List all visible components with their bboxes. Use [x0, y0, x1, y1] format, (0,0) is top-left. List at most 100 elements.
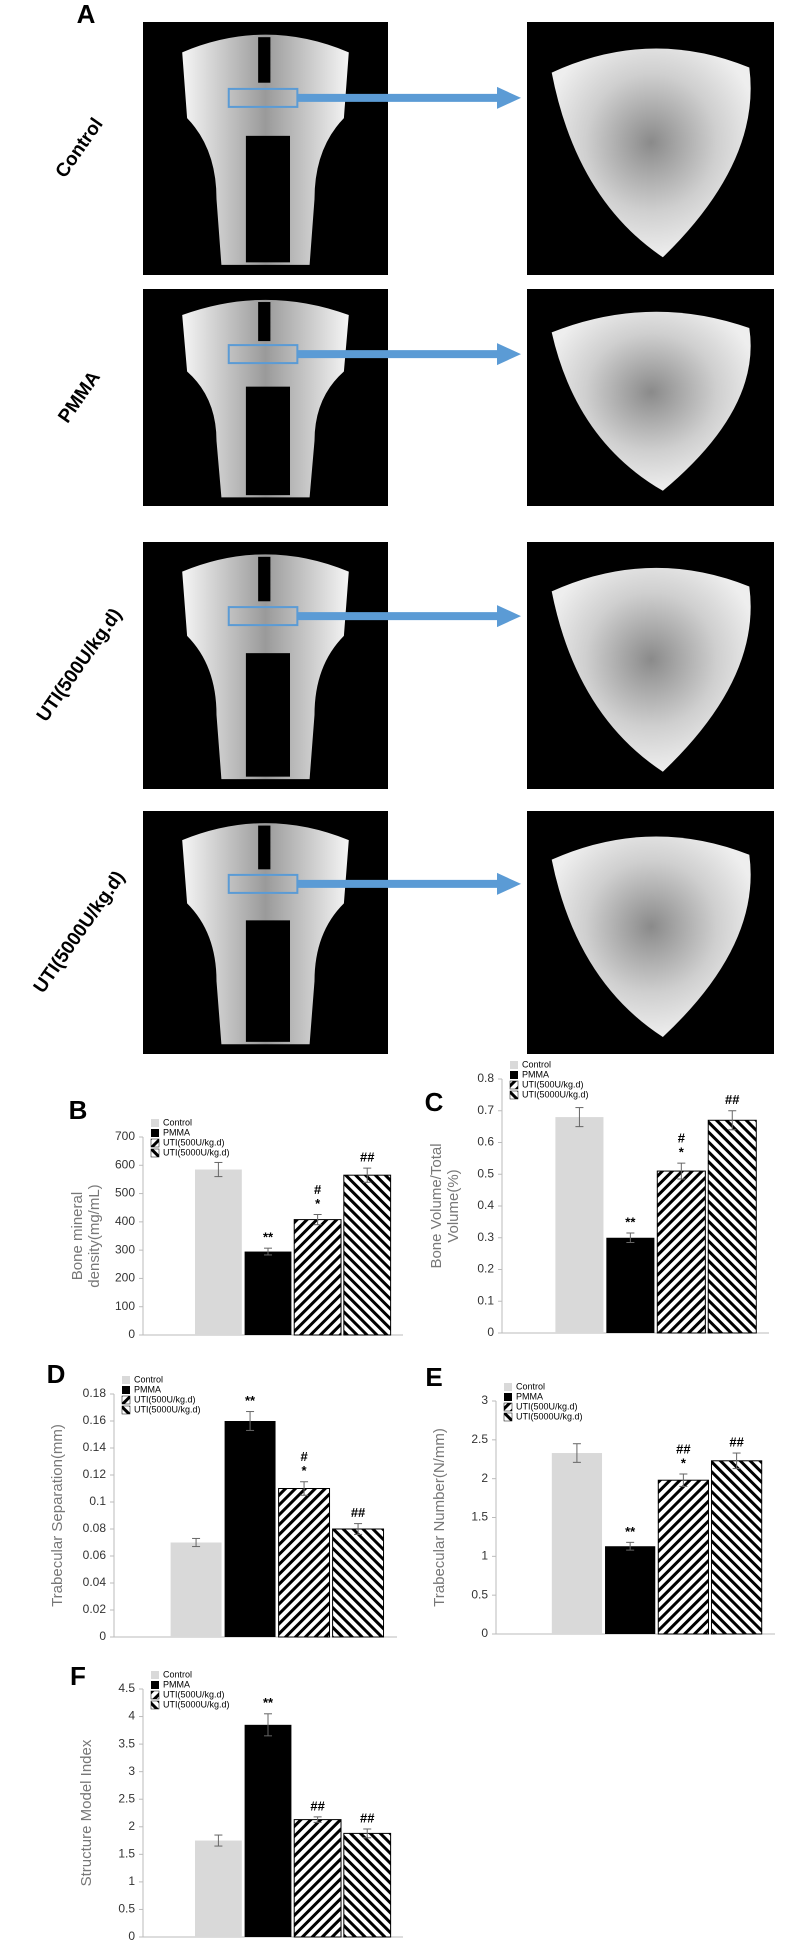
significance-label: ** [263, 1695, 274, 1710]
legend-label: Control [516, 1381, 545, 1391]
notch [258, 302, 271, 342]
significance-label: ## [351, 1505, 366, 1520]
legend-swatch [121, 1395, 131, 1405]
row-label: Control [52, 115, 108, 182]
legend-label: PMMA [516, 1391, 543, 1401]
significance-label: # [314, 1182, 322, 1197]
bar [710, 1460, 763, 1635]
legend-swatch [122, 1376, 130, 1384]
significance-label: # [300, 1449, 308, 1464]
legend-label: UTI(5000U/kg.d) [134, 1404, 201, 1414]
panel-label: D [47, 1359, 66, 1389]
legend-label: UTI(5000U/kg.d) [516, 1411, 583, 1421]
legend-label: Control [163, 1117, 192, 1127]
bar [244, 1724, 292, 1937]
bar [293, 1219, 342, 1336]
legend-swatch [151, 1671, 159, 1679]
row-label: UTI(500U/kg.d) [33, 605, 127, 726]
y-tick-label: 1 [128, 1874, 135, 1888]
bar [605, 1546, 656, 1634]
legend-swatch [503, 1412, 513, 1422]
y-tick-label: 0.3 [477, 1230, 494, 1244]
y-tick-label: 0.5 [477, 1166, 494, 1180]
significance-label: * [302, 1463, 308, 1478]
legend-swatch [122, 1386, 130, 1394]
y-tick-label: 500 [115, 1186, 135, 1200]
y-axis-label: Trabecular Number(N/mm) [431, 1428, 448, 1607]
y-tick-label: 0.4 [477, 1198, 494, 1212]
y-tick-label: 0 [128, 1327, 135, 1341]
marrow [245, 653, 290, 777]
y-tick-label: 0.2 [477, 1262, 494, 1276]
panel-label: B [69, 1095, 88, 1125]
legend-swatch [504, 1383, 512, 1391]
panel-label: E [425, 1362, 442, 1392]
y-tick-label: 0.1 [477, 1293, 494, 1307]
legend-label: UTI(500U/kg.d) [163, 1137, 225, 1147]
significance-label: * [681, 1455, 687, 1470]
y-tick-label: 0 [487, 1325, 494, 1339]
significance-label: ** [625, 1214, 636, 1229]
legend-swatch [503, 1402, 513, 1412]
y-axis-label: density(mg/mL) [86, 1184, 103, 1287]
y-tick-label: 0.06 [83, 1548, 107, 1562]
y-tick-label: 300 [115, 1242, 135, 1256]
y-axis-label: Volume(%) [445, 1169, 462, 1242]
significance-label: ## [360, 1150, 375, 1165]
marrow [245, 920, 290, 1042]
arrow-head [497, 343, 521, 366]
bar [278, 1488, 331, 1638]
arrow-head [497, 605, 521, 628]
y-axis-label: Trabecular Separation(mm) [49, 1424, 66, 1607]
y-tick-label: 0.12 [83, 1467, 107, 1481]
arrow-head [497, 872, 521, 895]
legend-swatch [151, 1129, 159, 1137]
legend-label: UTI(500U/kg.d) [522, 1079, 584, 1089]
arrow-head [497, 86, 521, 109]
bar [195, 1169, 242, 1335]
legend-label: UTI(500U/kg.d) [163, 1689, 225, 1699]
y-tick-label: 0.7 [477, 1103, 494, 1117]
y-tick-label: 2.5 [118, 1791, 135, 1805]
bar [343, 1832, 392, 1938]
notch [258, 37, 271, 83]
y-tick-label: 0.16 [83, 1413, 107, 1427]
significance-label: * [315, 1196, 321, 1211]
legend-swatch [150, 1700, 160, 1710]
y-tick-label: 0.02 [83, 1602, 107, 1616]
y-tick-label: 200 [115, 1271, 135, 1285]
y-tick-label: 0 [99, 1629, 106, 1643]
legend-label: UTI(5000U/kg.d) [163, 1147, 230, 1157]
legend-swatch [510, 1061, 518, 1069]
bar [195, 1840, 242, 1937]
legend-swatch [151, 1119, 159, 1127]
y-tick-label: 2 [481, 1471, 488, 1485]
legend-swatch [504, 1393, 512, 1401]
legend-swatch [509, 1090, 519, 1100]
y-tick-label: 0 [128, 1929, 135, 1943]
bar [224, 1421, 276, 1637]
trabecular-render [551, 311, 751, 491]
bar [707, 1119, 757, 1334]
y-tick-label: 600 [115, 1157, 135, 1171]
significance-label: ** [625, 1524, 636, 1539]
legend-label: PMMA [163, 1127, 190, 1137]
bar [170, 1542, 222, 1637]
notch [258, 825, 271, 870]
y-tick-label: 0.5 [471, 1587, 488, 1601]
trabecular-render [551, 567, 751, 772]
legend-swatch [150, 1148, 160, 1158]
significance-label: ## [676, 1441, 691, 1456]
bar [606, 1237, 655, 1333]
y-tick-label: 4 [128, 1709, 135, 1723]
y-tick-label: 3.5 [118, 1736, 135, 1750]
trabecular-render [551, 836, 751, 1037]
significance-label: ** [245, 1393, 256, 1408]
y-tick-label: 3 [128, 1764, 135, 1778]
y-tick-label: 3 [481, 1393, 488, 1407]
significance-label: ## [360, 1810, 375, 1825]
y-tick-label: 0.1 [89, 1494, 106, 1508]
legend-label: UTI(500U/kg.d) [516, 1401, 578, 1411]
legend-label: UTI(5000U/kg.d) [522, 1089, 589, 1099]
